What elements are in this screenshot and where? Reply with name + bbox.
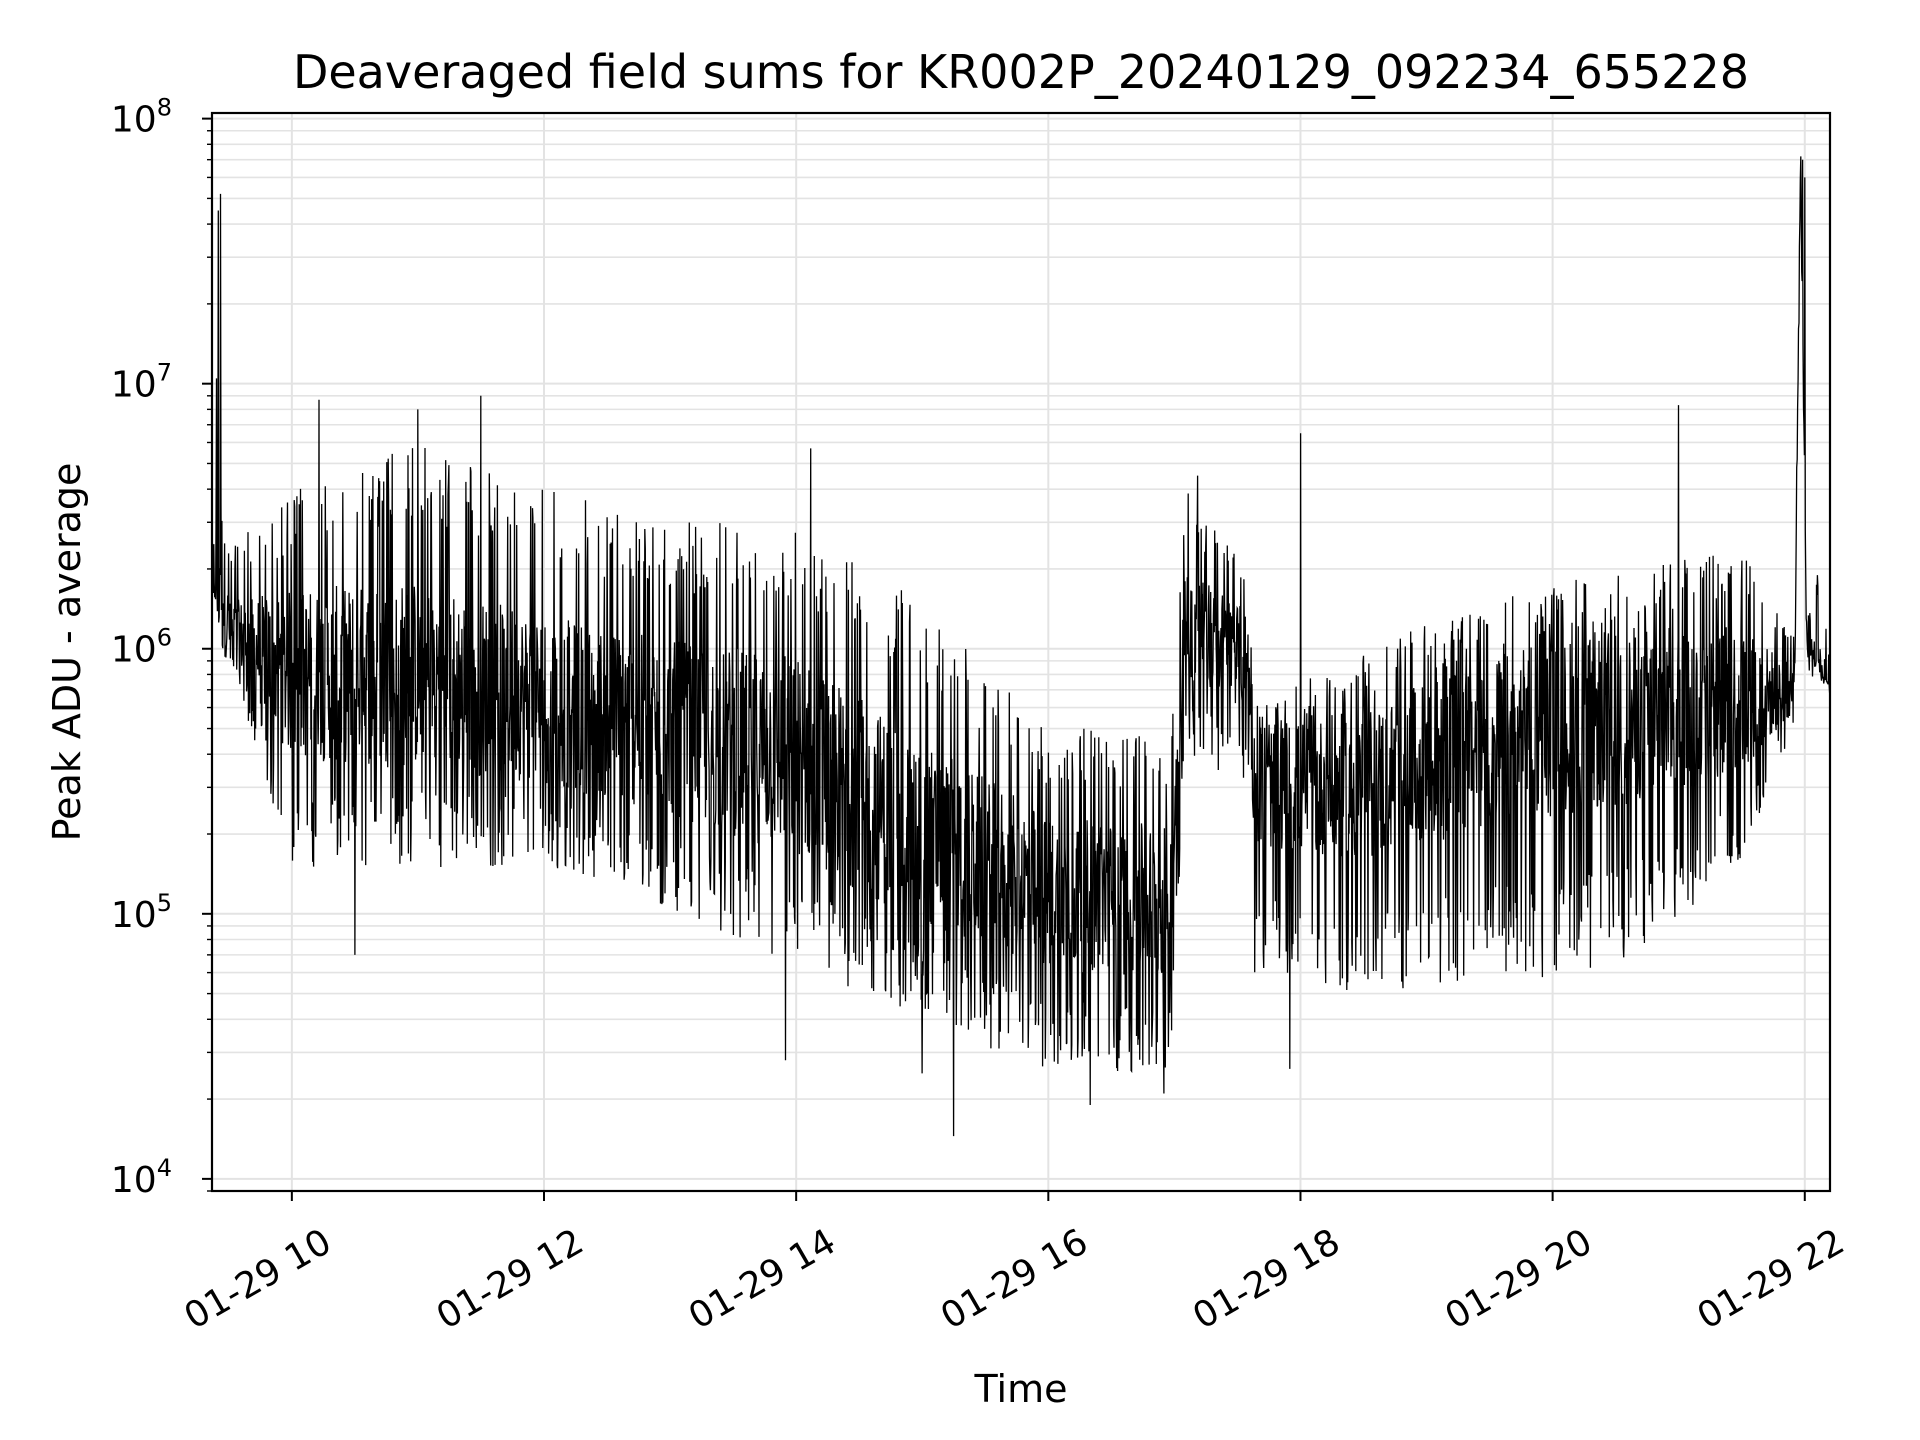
y-tick-exponent: 8	[157, 94, 172, 122]
y-tick-base: 10	[111, 630, 157, 671]
y-tick-label: 108	[111, 94, 172, 141]
plot-frame	[210, 111, 1832, 1193]
y-tick-label: 104	[111, 1154, 172, 1201]
y-tick-label: 105	[111, 889, 172, 936]
series-line	[211, 156, 1831, 1137]
y-axis-label: Peak ADU - average	[45, 463, 89, 842]
y-tick-exponent: 5	[157, 889, 172, 917]
y-tick-exponent: 4	[157, 1154, 172, 1182]
y-tick-label: 107	[111, 359, 172, 406]
chart-title: Deaveraged field sums for KR002P_2024012…	[293, 45, 1749, 99]
y-tick-label: 106	[111, 624, 172, 671]
y-tick-exponent: 6	[157, 624, 172, 652]
y-tick-base: 10	[111, 365, 157, 406]
y-tick-base: 10	[111, 1160, 157, 1201]
y-tick-base: 10	[111, 895, 157, 936]
y-tick-exponent: 7	[157, 359, 172, 387]
x-axis-label: Time	[974, 1367, 1068, 1411]
y-tick-base: 10	[111, 100, 157, 141]
data-series	[211, 156, 1831, 1137]
